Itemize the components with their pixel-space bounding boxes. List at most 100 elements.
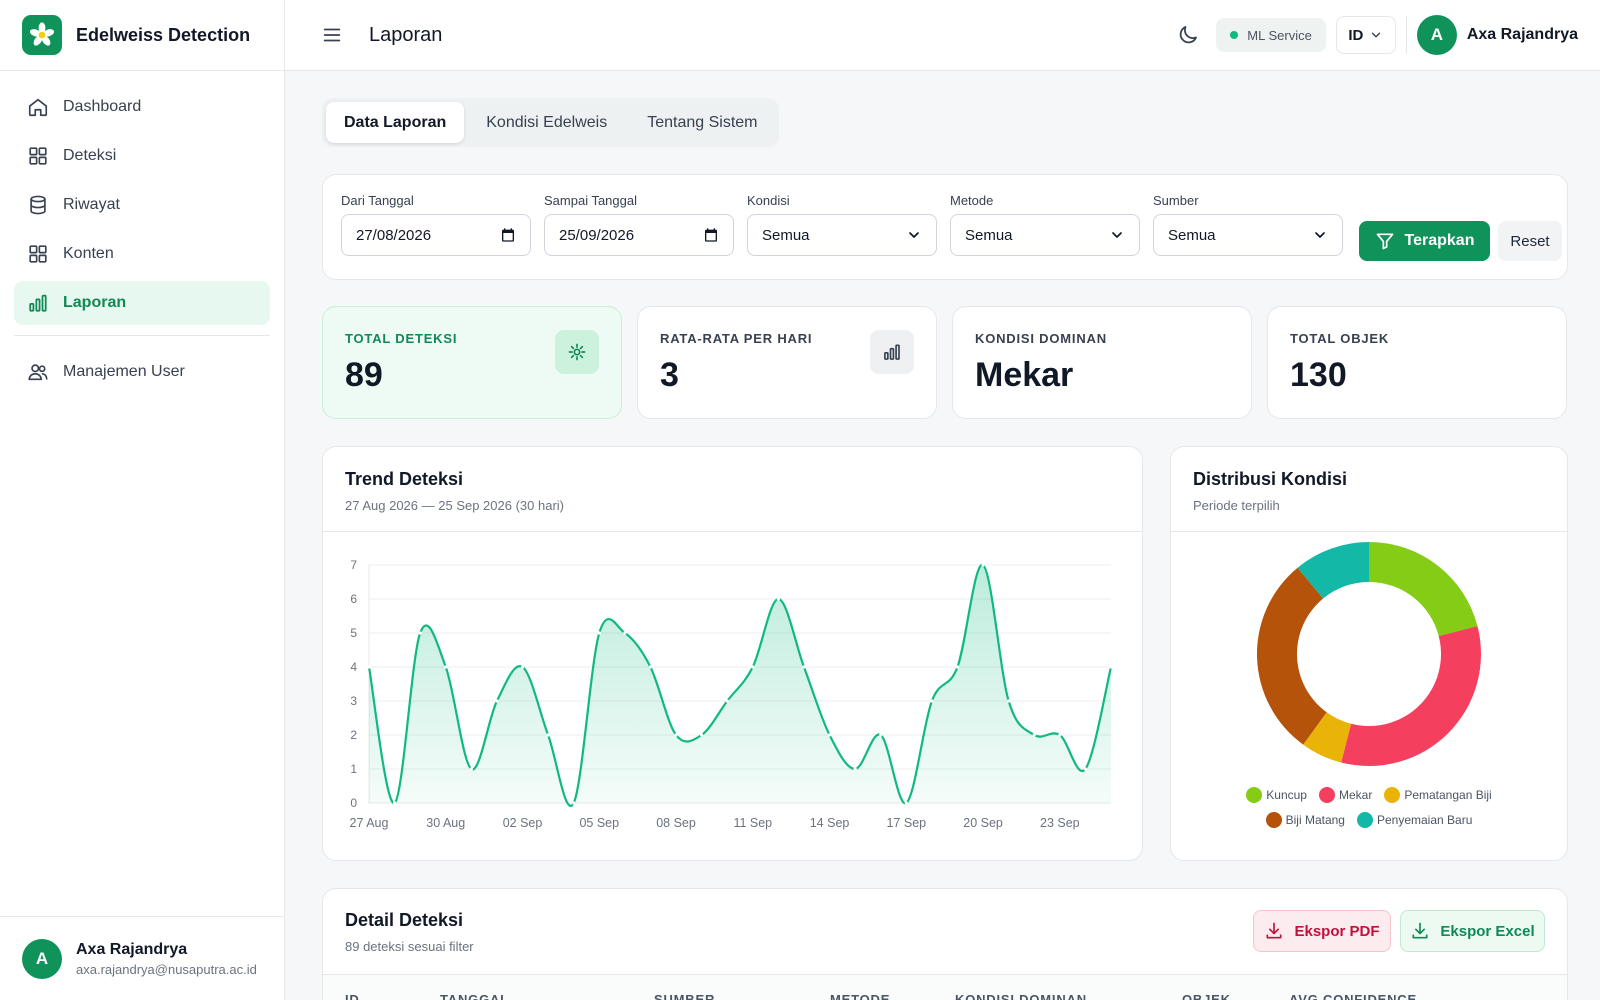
column-header-kondisi-dominan[interactable]: KONDISI DOMINAN <box>955 992 1087 1000</box>
menu-icon[interactable] <box>321 24 343 46</box>
download-icon <box>1412 922 1428 939</box>
reset-button[interactable]: Reset <box>1498 221 1562 261</box>
moon-icon[interactable] <box>1176 23 1200 47</box>
data-point[interactable] <box>1109 665 1113 669</box>
y-tick-label: 6 <box>350 592 357 606</box>
data-point[interactable] <box>444 665 448 669</box>
date-from-input[interactable]: 27/08/2026 <box>341 214 531 256</box>
data-point[interactable] <box>392 801 397 805</box>
data-point[interactable] <box>827 733 832 737</box>
page-title: Laporan <box>369 23 443 46</box>
data-point[interactable] <box>700 733 704 737</box>
report-tabs: Data Laporan Kondisi Edelweis Tentang Si… <box>322 98 780 147</box>
filter-to-label: Sampai Tanggal <box>544 193 637 208</box>
data-point[interactable] <box>520 665 525 669</box>
export-excel-button[interactable]: Ekspor Excel <box>1400 910 1545 952</box>
data-point[interactable] <box>367 665 371 669</box>
data-point[interactable] <box>776 597 780 601</box>
legend-item[interactable]: Biji Matang <box>1265 812 1345 828</box>
column-header-metode[interactable]: METODE <box>830 992 891 1000</box>
sidebar-item-label: Laporan <box>63 294 127 311</box>
x-tick-label: 27 Aug <box>350 816 389 830</box>
tab-tentang-sistem[interactable]: Tentang Sistem <box>647 113 758 131</box>
legend-label: Pematangan Biji <box>1404 788 1492 802</box>
donut-slice[interactable] <box>1341 626 1481 766</box>
sidebar-item-konten[interactable]: Konten <box>14 232 270 276</box>
data-point[interactable] <box>674 733 678 737</box>
donut-slice[interactable] <box>1369 542 1478 637</box>
stat-value: 89 <box>345 356 383 394</box>
calendar-icon[interactable] <box>703 227 719 243</box>
trend-subtitle: 27 Aug 2026 — 25 Sep 2026 (30 hari) <box>345 498 564 513</box>
data-point[interactable] <box>546 733 550 737</box>
column-header-objek[interactable]: OBJEK <box>1182 992 1231 1000</box>
topbar: Laporan ML Service ID A Axa Rajandrya <box>285 0 1600 71</box>
data-point[interactable] <box>1032 733 1036 737</box>
metode-select[interactable]: Semua <box>950 214 1140 256</box>
data-point[interactable] <box>981 563 985 567</box>
sidebar-item-manajemen-user[interactable]: Manajemen User <box>14 350 270 394</box>
distribution-card: Distribusi Kondisi Periode terpilih Kunc… <box>1170 446 1568 861</box>
sidebar-user[interactable]: A Axa Rajandrya axa.rajandrya@nusaputra.… <box>0 916 285 1000</box>
sidebar-item-dashboard[interactable]: Dashboard <box>14 85 270 129</box>
column-header-tanggal[interactable]: TANGGAL <box>440 992 509 1000</box>
data-point[interactable] <box>930 699 934 703</box>
legend-item[interactable]: Pematangan Biji <box>1384 787 1492 803</box>
legend-swatch <box>1356 812 1373 828</box>
data-point[interactable] <box>469 767 473 771</box>
legend-item[interactable]: Penyemaian Baru <box>1356 812 1472 828</box>
data-point[interactable] <box>904 801 908 805</box>
data-point[interactable] <box>495 699 499 703</box>
column-header-avg-confidence[interactable]: AVG CONFIDENCE <box>1289 992 1417 1000</box>
tab-kondisi-edelweis[interactable]: Kondisi Edelweis <box>486 113 608 131</box>
topbar-actions: ML Service ID A Axa Rajandrya <box>1176 15 1578 55</box>
sumber-select[interactable]: Semua <box>1153 214 1343 256</box>
data-point[interactable] <box>802 665 806 669</box>
donut-slice[interactable] <box>1297 542 1369 599</box>
donut-slice[interactable] <box>1303 712 1352 763</box>
avatar: A <box>22 938 62 979</box>
sidebar-item-laporan[interactable]: Laporan <box>14 281 270 325</box>
data-point[interactable] <box>572 801 576 805</box>
data-point[interactable] <box>879 733 883 737</box>
download-icon <box>1266 922 1282 939</box>
language-select[interactable]: ID <box>1335 16 1396 54</box>
sidebar-user-name: Axa Rajandrya <box>76 940 188 958</box>
legend-label: Mekar <box>1338 788 1373 802</box>
stat-label: TOTAL DETEKSI <box>345 331 458 346</box>
legend-item[interactable]: Kuncup <box>1246 787 1307 803</box>
trend-chart: 0 1 2 3 4 5 6 7 27 Aug 30 Aug 02 Sep 05 Sep 08 Sep 11… <box>350 558 1113 830</box>
data-point[interactable] <box>597 631 601 635</box>
data-point[interactable] <box>623 631 627 635</box>
sumber-value: Semua <box>1168 226 1216 244</box>
column-header-sumber[interactable]: SUMBER <box>654 992 716 1000</box>
stat-value: 130 <box>1290 356 1347 394</box>
sidebar-item-deteksi[interactable]: Deteksi <box>14 134 270 178</box>
data-point[interactable] <box>418 631 422 635</box>
data-point[interactable] <box>853 767 857 771</box>
calendar-icon[interactable] <box>500 227 516 243</box>
distribution-subtitle: Periode terpilih <box>1193 498 1280 513</box>
data-point[interactable] <box>725 699 729 703</box>
data-point[interactable] <box>1083 767 1088 771</box>
legend-item[interactable]: Mekar <box>1318 787 1373 803</box>
metode-value: Semua <box>965 226 1013 244</box>
stat-label: RATA-RATA PER HARI <box>660 331 813 346</box>
data-point[interactable] <box>1007 699 1011 703</box>
export-pdf-button[interactable]: Ekspor PDF <box>1253 910 1391 952</box>
apply-filter-button[interactable]: Terapkan <box>1359 221 1490 261</box>
avatar[interactable]: A <box>1416 15 1457 55</box>
topbar-user-name[interactable]: Axa Rajandrya <box>1466 26 1578 43</box>
y-tick-label: 0 <box>350 796 357 810</box>
kondisi-select[interactable]: Semua <box>747 214 937 256</box>
tab-data-laporan[interactable]: Data Laporan <box>326 102 465 143</box>
date-to-input[interactable]: 25/09/2026 <box>544 214 734 256</box>
distribution-title: Distribusi Kondisi <box>1193 469 1348 489</box>
data-point[interactable] <box>1058 733 1062 737</box>
donut-slice[interactable] <box>1257 567 1327 745</box>
sidebar-item-riwayat[interactable]: Riwayat <box>14 183 270 227</box>
data-point[interactable] <box>751 665 755 669</box>
data-point[interactable] <box>955 665 960 669</box>
data-point[interactable] <box>648 665 653 669</box>
column-header-id[interactable]: ID <box>345 992 360 1000</box>
